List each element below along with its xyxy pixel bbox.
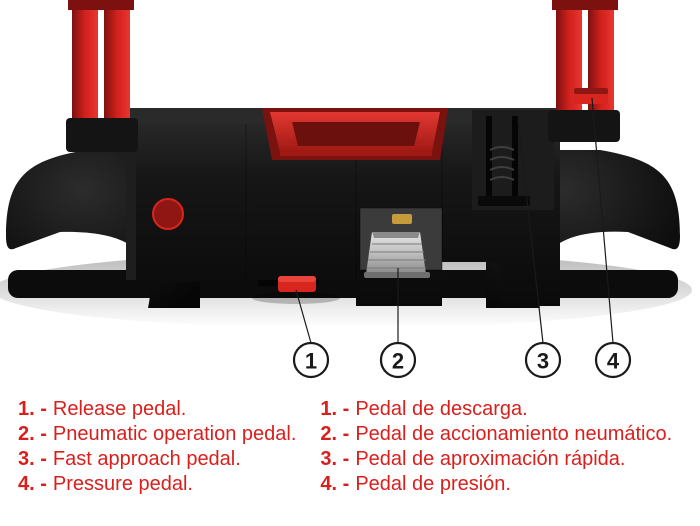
left-upright (66, 0, 138, 152)
pneumatic-pedal (364, 232, 430, 278)
legend-text: Pneumatic operation pedal. (53, 423, 297, 446)
legend-num: 2. - (320, 423, 349, 446)
legend-text: Pedal de aproximación rápida. (355, 448, 625, 471)
callout-num-1: 1 (305, 349, 317, 374)
callout-num-2: 2 (392, 349, 404, 374)
legend-col-es: 1. - Pedal de descarga. 2. - Pedal de ac… (320, 398, 672, 496)
legend-col-en: 1. - Release pedal. 2. - Pneumatic opera… (18, 398, 296, 496)
legend-row: 1. - Pedal de descarga. (320, 398, 672, 421)
legend-num: 3. - (18, 448, 47, 471)
legend-num: 1. - (18, 398, 47, 421)
legend-text: Pedal de descarga. (355, 398, 527, 421)
pressure-pedal (574, 88, 608, 104)
legend-num: 4. - (18, 473, 47, 496)
legend-row: 4. - Pressure pedal. (18, 473, 296, 496)
legend: 1. - Release pedal. 2. - Pneumatic opera… (18, 398, 682, 496)
legend-num: 4. - (320, 473, 349, 496)
legend-text: Release pedal. (53, 398, 186, 421)
legend-row: 4. - Pedal de presión. (320, 473, 672, 496)
legend-row: 2. - Pneumatic operation pedal. (18, 423, 296, 446)
right-upright (548, 0, 620, 142)
legend-text: Pressure pedal. (53, 473, 193, 496)
legend-num: 2. - (18, 423, 47, 446)
tool-tray (262, 108, 448, 160)
diagram-stage: 1 2 3 4 1. - Release pedal. 2. - Pneumat… (0, 0, 700, 526)
legend-text: Pedal de accionamiento neumático. (355, 423, 672, 446)
callout-num-4: 4 (607, 349, 620, 374)
legend-row: 3. - Pedal de aproximación rápida. (320, 448, 672, 471)
legend-num: 1. - (320, 398, 349, 421)
callout-num-3: 3 (537, 349, 549, 374)
legend-text: Pedal de presión. (355, 473, 511, 496)
legend-row: 2. - Pedal de accionamiento neumático. (320, 423, 672, 446)
legend-num: 3. - (320, 448, 349, 471)
right-pedal-recess (472, 110, 554, 210)
legend-row: 1. - Release pedal. (18, 398, 296, 421)
legend-text: Fast approach pedal. (53, 448, 241, 471)
legend-row: 3. - Fast approach pedal. (18, 448, 296, 471)
